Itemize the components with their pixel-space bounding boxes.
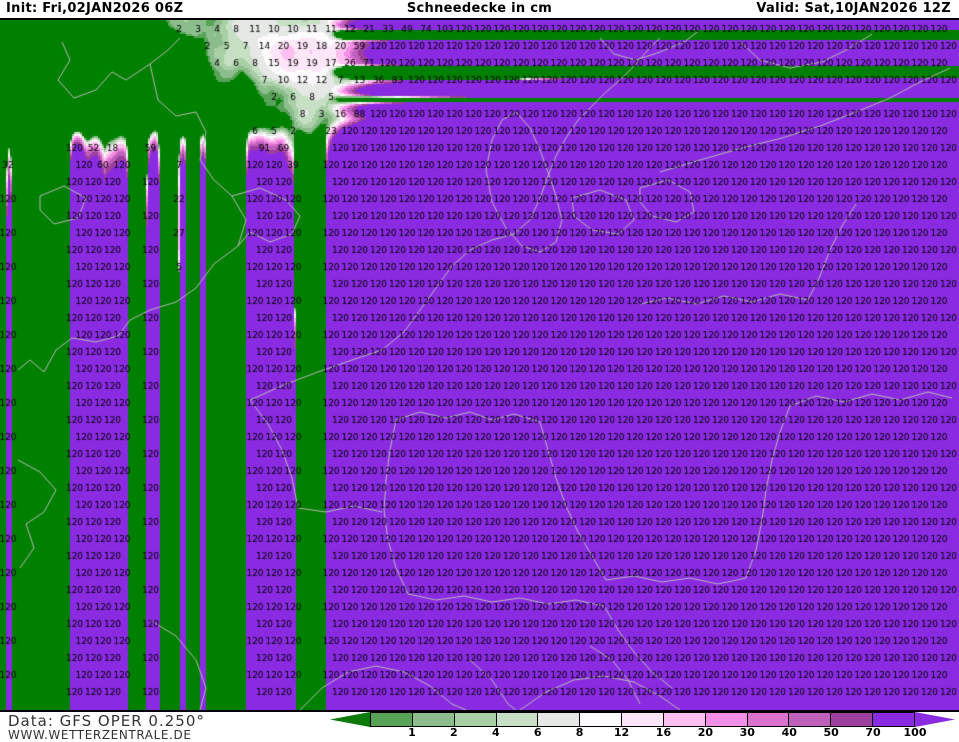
page-title: Schneedecke in cm xyxy=(406,1,553,16)
colorbar-tick: 40 xyxy=(781,726,797,739)
colorbar-segment xyxy=(412,713,455,726)
colorbar-segment xyxy=(371,713,413,726)
colorbar-segment xyxy=(789,713,832,726)
map-header: Init: Fri,02JAN2026 06Z Schneedecke in c… xyxy=(0,0,959,18)
colorbar-tick: 50 xyxy=(823,726,839,739)
colorbar-tick: 6 xyxy=(533,726,542,739)
colorbar-tick-labels: 1 2 4 6 8 12 16 20 30 40 50 70 100 xyxy=(370,726,926,739)
colorbar-segment xyxy=(538,713,581,726)
colorbar-segment xyxy=(622,713,664,726)
colorbar-tick: 12 xyxy=(613,726,630,739)
colorbar-segment xyxy=(454,713,497,726)
colorbar-segment xyxy=(831,713,874,726)
data-source-label: Data: GFS OPER 0.250° xyxy=(8,712,205,730)
colorbar-band xyxy=(370,712,915,727)
colorbar-segment xyxy=(663,713,706,726)
colorbar-segment xyxy=(580,713,623,726)
colorbar-tick: 30 xyxy=(739,726,755,739)
colorbar-over-arrow-icon xyxy=(915,712,955,727)
colorbar-tick: 8 xyxy=(575,726,584,739)
colorbar-tick: 70 xyxy=(865,726,881,739)
valid-time-label: Valid: Sat,10JAN2026 12Z xyxy=(756,1,951,16)
website-label: WWW.WETTERZENTRALE.DE xyxy=(8,728,192,742)
colorbar-tick: 1 xyxy=(408,726,416,739)
colorbar-segment xyxy=(873,713,914,726)
colorbar-segment xyxy=(496,713,539,726)
colorbar-tick: 4 xyxy=(491,726,500,739)
colorbar-segment xyxy=(747,713,790,726)
colorbar-legend: 1 2 4 6 8 12 16 20 30 40 50 70 100 xyxy=(330,712,955,739)
colorbar-tick: 16 xyxy=(655,726,672,739)
map-viewport[interactable] xyxy=(0,18,959,710)
snow-depth-heatmap[interactable] xyxy=(0,20,959,710)
colorbar-segment xyxy=(705,713,748,726)
colorbar-tick: 100 xyxy=(903,726,927,739)
init-time-label: Init: Fri,02JAN2026 06Z xyxy=(6,1,184,16)
colorbar-tick: 20 xyxy=(697,726,714,739)
colorbar-under-arrow-icon xyxy=(330,712,370,727)
colorbar-tick: 2 xyxy=(450,726,458,739)
